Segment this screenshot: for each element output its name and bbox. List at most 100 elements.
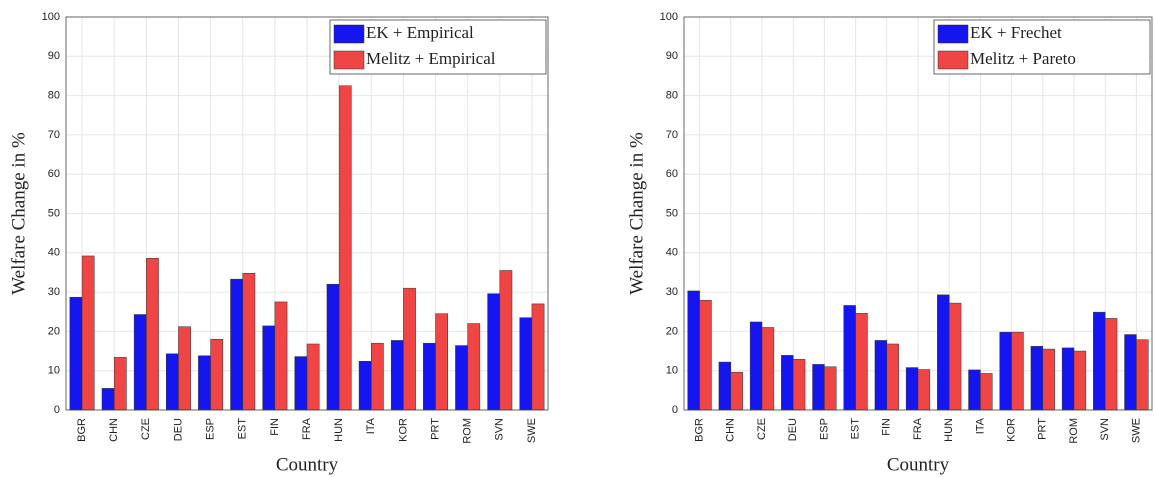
y-tick-label: 40 [48,247,60,259]
bar [81,255,95,411]
x-tick-label: SWE [526,418,538,443]
y-tick-label: 80 [666,90,678,102]
x-tick-label: EST [237,418,249,440]
bar [274,301,288,411]
bar [968,369,981,411]
bar [499,270,513,411]
bar [1124,334,1137,411]
x-tick-label: SVN [1099,418,1111,441]
bar [718,361,732,411]
x-tick-label: PRT [429,418,441,440]
bar [455,345,468,411]
bar [467,323,481,411]
x-tick-label: ROM [1068,418,1080,444]
x-tick-label: KOR [1006,418,1018,442]
y-tick-label: 20 [48,325,60,337]
bar [1061,347,1075,411]
bar [1042,348,1055,411]
bar [294,356,308,411]
bar [338,85,352,411]
bar [730,372,743,411]
y-tick-label: 0 [672,404,678,416]
bar [101,388,115,411]
bar [999,331,1012,411]
bar [519,317,533,411]
x-tick-label: HUN [333,418,345,442]
bar [855,313,868,411]
bar [133,314,147,411]
bar [1073,350,1087,411]
y-tick-label: 30 [666,286,678,298]
bar [371,342,384,411]
bar [230,278,243,411]
bar [390,340,404,411]
bar [781,355,794,411]
x-tick-label: CZE [140,418,152,440]
bar [917,369,931,411]
x-tick-label: CZE [756,418,768,440]
y-tick-label: 100 [660,11,678,23]
bar [1030,346,1044,411]
y-tick-label: 100 [42,11,60,23]
x-tick-label: CHN [108,418,120,442]
bar [435,313,448,411]
legend-box [933,19,1151,75]
legend-swatch [333,50,365,70]
bar [792,359,806,411]
plot-frame [65,16,549,411]
y-tick-label: 10 [666,365,678,377]
plot-frame [683,16,1153,411]
y-tick-label: 70 [666,129,678,141]
x-tick-label: ROM [462,418,474,444]
bar [874,340,888,411]
bar [1011,331,1024,411]
x-tick-label: SVN [494,418,506,441]
bar [69,296,83,411]
y-tick-label: 10 [48,365,60,377]
bar [531,303,545,411]
y-tick-label: 60 [48,168,60,180]
legend-label: EK + Frechet [970,23,1062,42]
bar [749,321,763,411]
bar [1136,339,1149,411]
x-tick-label: EST [850,418,862,440]
bar [423,342,436,411]
y-tick-label: 30 [48,286,60,298]
bar [487,293,501,411]
bar [326,283,340,411]
bar [824,366,837,411]
y-tick-label: 20 [666,325,678,337]
x-tick-label: DEU [787,418,799,441]
bar [980,373,993,411]
y-tick-label: 50 [666,207,678,219]
bar [843,305,856,411]
bar [687,290,700,411]
x-tick-label: FIN [269,418,281,436]
bar [761,327,775,411]
y-tick-label: 90 [666,50,678,62]
y-tick-label: 90 [48,50,60,62]
y-tick-label: 50 [48,207,60,219]
x-tick-label: BGR [694,418,706,442]
legend-label: Melitz + Empirical [366,49,496,68]
bar [113,357,127,411]
legend-label: Melitz + Pareto [970,49,1076,68]
x-tick-label: PRT [1037,418,1049,440]
x-tick-label: SWE [1130,418,1142,443]
x-tick-label: HUN [943,418,955,442]
legend-label: EK + Empirical [366,23,474,42]
bar [306,343,320,411]
x-tick-label: ESP [205,418,217,440]
y-tick-label: 80 [48,90,60,102]
bar [166,353,179,411]
x-tick-label: DEU [172,418,184,441]
x-tick-label: ESP [818,418,830,440]
x-tick-label: KOR [397,418,409,442]
bar [937,294,950,411]
y-tick-label: 40 [666,247,678,259]
x-tick-label: ITA [974,417,986,434]
bar [403,287,416,411]
y-axis-label: Welfare Change in % [8,132,29,295]
x-tick-label: FIN [881,418,893,436]
x-tick-label: FRA [912,417,924,440]
